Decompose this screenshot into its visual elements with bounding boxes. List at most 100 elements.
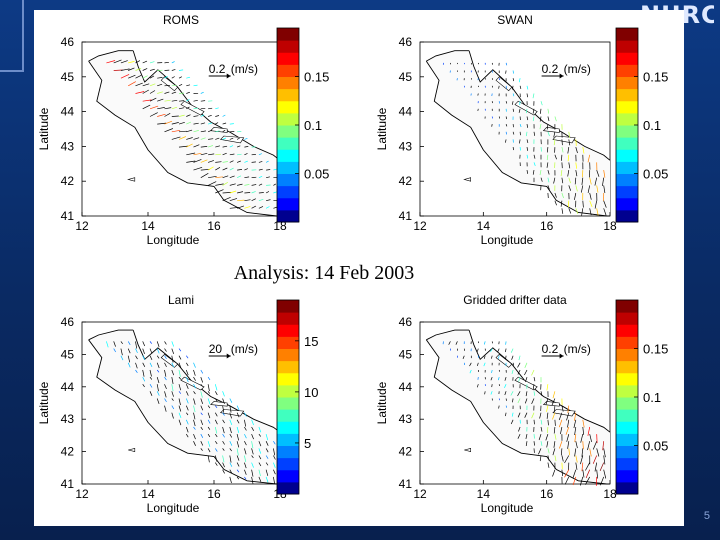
vector-arrow — [580, 185, 584, 193]
vector-arrow — [244, 419, 247, 427]
vector-arrow — [120, 355, 124, 361]
colorbar-segment — [277, 409, 299, 422]
vector-arrow — [171, 412, 174, 419]
vector-arrow — [561, 192, 564, 199]
vector-arrow — [546, 405, 549, 412]
vector-arrow — [215, 115, 220, 117]
chart-panel-4: Gridded drifter data 0.2 (m/s) 12 14 16 18 41 42… — [375, 293, 668, 515]
vector-arrow — [531, 398, 535, 405]
island-2 — [514, 100, 538, 116]
vector-arrow — [477, 362, 479, 366]
vector-arrow — [193, 137, 200, 140]
reference-arrowhead — [226, 353, 231, 359]
vector-arrow — [193, 144, 200, 148]
vector-arrow — [554, 116, 557, 122]
vector-arrow — [531, 369, 535, 376]
vector-arrow — [251, 455, 254, 459]
vector-arrow — [532, 108, 535, 114]
vector-arrow — [532, 170, 535, 175]
colorbar-segment — [616, 409, 638, 422]
vector-arrow — [510, 391, 514, 396]
vector-arrow — [237, 169, 243, 171]
vector-arrow — [526, 124, 529, 128]
vector-arrow — [518, 376, 521, 382]
vector-arrow — [546, 154, 549, 161]
colorbar-segment — [616, 348, 638, 362]
vector-arrow — [265, 191, 270, 194]
vector-arrow — [547, 170, 550, 175]
vector-arrow — [512, 108, 514, 112]
page-number: 5 — [703, 510, 710, 522]
vector-arrow — [207, 129, 212, 133]
vector-arrow — [554, 200, 557, 206]
colorbar-segment — [616, 52, 638, 65]
vector-arrow — [603, 208, 607, 216]
chart-title: ROMS — [163, 13, 199, 27]
vector-arrow — [551, 398, 556, 406]
vector-arrow — [106, 341, 109, 348]
vector-arrow — [589, 200, 593, 208]
vector-arrow — [237, 191, 244, 194]
y-tick-label: 46 — [399, 35, 413, 49]
y-tick-label: 42 — [399, 445, 413, 459]
reference-unit: (m/s) — [564, 62, 591, 76]
vector-arrow — [214, 455, 218, 462]
vector-arrow — [533, 131, 536, 136]
vector-arrow — [200, 114, 205, 117]
vector-arrow — [171, 129, 181, 133]
vector-arrow — [222, 433, 225, 438]
vector-arrow — [469, 362, 472, 367]
vector-arrow — [251, 176, 257, 179]
vector-arrow — [186, 129, 193, 133]
vector-arrow — [149, 83, 156, 87]
colorbar-segment — [277, 40, 299, 53]
vector-arrow — [511, 101, 514, 105]
vector-arrow — [207, 412, 211, 419]
vector-arrow — [229, 448, 232, 452]
colorbar-segment — [616, 173, 638, 187]
vector-arrow — [149, 61, 155, 64]
vector-arrow — [491, 124, 493, 127]
vector-arrow — [222, 192, 232, 194]
vector-arrow — [193, 391, 196, 395]
vector-arrow — [258, 462, 262, 467]
y-tick-label: 43 — [399, 139, 413, 153]
vector-arrow — [127, 348, 131, 354]
vector-arrow — [229, 153, 235, 156]
vector-arrow — [135, 82, 143, 87]
vector-arrow — [498, 78, 501, 81]
vector-arrow — [200, 448, 203, 451]
vector-arrow — [207, 166, 214, 171]
vector-arrow — [561, 208, 564, 214]
island-4 — [210, 401, 228, 407]
vector-arrow — [186, 143, 193, 148]
vector-arrow — [135, 341, 138, 349]
vector-arrow — [539, 108, 542, 114]
vector-arrow — [244, 146, 249, 148]
vector-arrow — [178, 130, 187, 133]
vector-arrow — [149, 355, 153, 361]
vector-arrow — [251, 419, 254, 426]
vector-arrow — [236, 469, 240, 473]
vector-arrow — [113, 348, 117, 353]
vector-arrow — [185, 419, 189, 425]
vector-arrow — [171, 76, 175, 79]
vector-arrow — [511, 412, 514, 417]
vector-arrow — [193, 376, 196, 381]
vector-arrow — [524, 362, 528, 368]
island-3 — [552, 409, 576, 417]
vector-arrow — [273, 168, 277, 171]
vector-arrow — [533, 434, 535, 439]
vector-arrow — [540, 426, 543, 432]
vector-arrow — [193, 115, 199, 117]
vector-arrow — [229, 137, 234, 140]
vector-arrow — [560, 448, 563, 456]
vector-arrow — [193, 384, 196, 389]
vector-arrow — [236, 405, 240, 411]
x-tick-label: 16 — [207, 219, 221, 233]
vector-arrow — [200, 152, 208, 156]
vector-arrow — [222, 469, 225, 474]
vector-arrow — [546, 124, 549, 130]
vector-arrow — [490, 391, 493, 395]
x-tick-label: 14 — [141, 219, 155, 233]
